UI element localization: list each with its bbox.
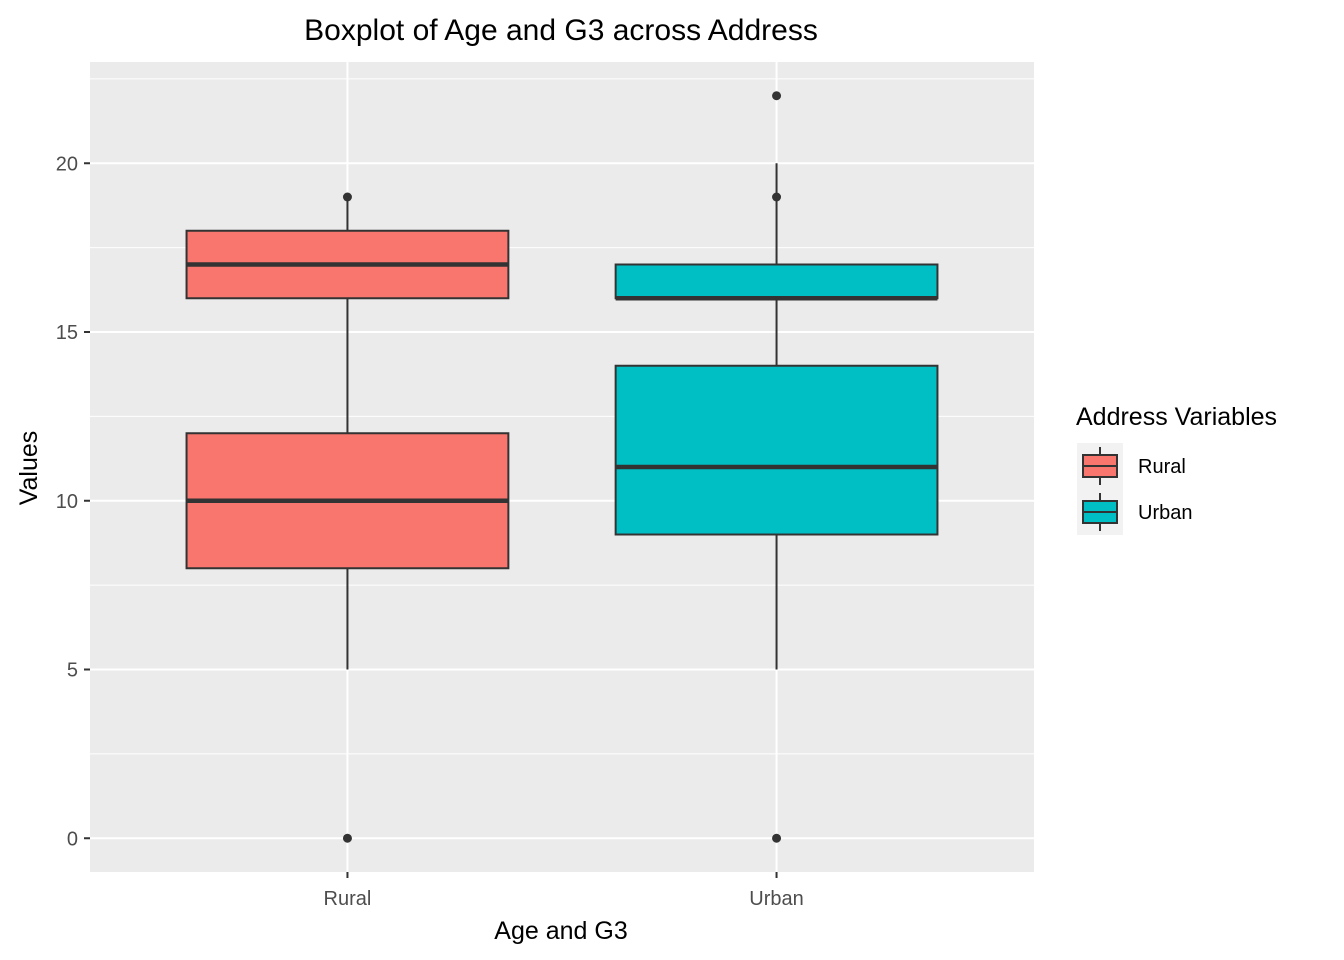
- outlier-point: [772, 192, 782, 202]
- legend: Address Variables Rural Urban: [1076, 403, 1277, 535]
- x-tick-label: Urban: [749, 888, 803, 910]
- legend-key-rural: [1077, 443, 1123, 489]
- box-rural: [185, 298, 510, 843]
- outlier-point: [342, 192, 352, 202]
- outlier-point: [772, 833, 782, 843]
- outlier-point: [772, 91, 782, 101]
- y-tick-label: 0: [67, 828, 78, 850]
- outlier-point: [342, 833, 352, 843]
- legend-title: Address Variables: [1076, 403, 1277, 431]
- y-tick-label: 20: [56, 153, 78, 175]
- y-tick-label: 15: [56, 322, 78, 344]
- box-iqr: [614, 364, 939, 536]
- plot-area: 0 5 10 15 20 Rural Urban: [56, 62, 1034, 910]
- y-tick-label: 5: [67, 660, 78, 682]
- legend-label: Urban: [1138, 502, 1192, 524]
- box-iqr: [614, 263, 939, 300]
- box-urban: [614, 298, 939, 843]
- box-rural: [185, 192, 510, 300]
- x-axis-title: Age and G3: [494, 917, 627, 945]
- legend-label: Rural: [1138, 456, 1186, 478]
- x-tick-label: Rural: [324, 888, 372, 910]
- y-axis-title: Values: [15, 431, 43, 506]
- y-tick-label: 10: [56, 491, 78, 513]
- chart-title: Boxplot of Age and G3 across Address: [304, 14, 818, 47]
- legend-key-urban: [1077, 489, 1123, 535]
